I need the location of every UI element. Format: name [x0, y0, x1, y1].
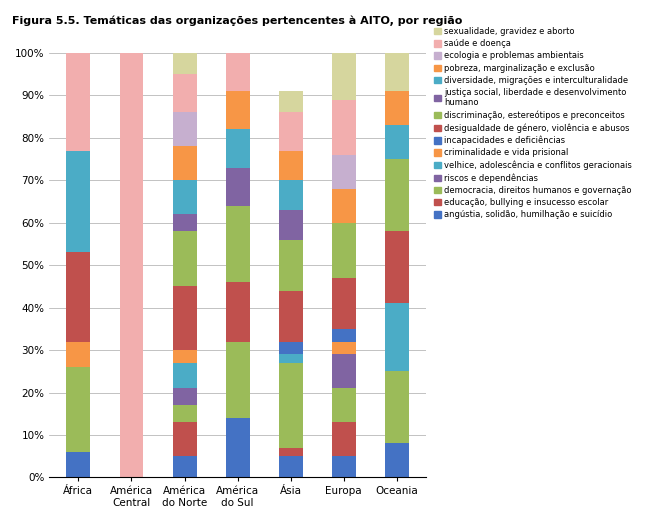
Bar: [332, 388, 356, 422]
Bar: [332, 354, 356, 388]
Bar: [332, 53, 356, 100]
Bar: [279, 240, 303, 291]
Bar: [226, 129, 249, 167]
Bar: [385, 159, 409, 231]
Bar: [172, 74, 196, 112]
Bar: [332, 456, 356, 477]
Bar: [332, 422, 356, 456]
Bar: [226, 418, 249, 477]
Bar: [332, 189, 356, 223]
Bar: [172, 405, 196, 422]
Title: Figura 5.5. Temáticas das organizações pertencentes à AITO, por região: Figura 5.5. Temáticas das organizações p…: [12, 15, 463, 26]
Bar: [67, 342, 90, 367]
Bar: [67, 367, 90, 452]
Bar: [279, 112, 303, 151]
Bar: [332, 278, 356, 329]
Bar: [385, 303, 409, 371]
Bar: [172, 112, 196, 146]
Bar: [172, 146, 196, 180]
Bar: [332, 155, 356, 189]
Bar: [119, 53, 143, 477]
Legend: sexualidade, gravidez e aborto, saúde e doença, ecologia e problemas ambientais,: sexualidade, gravidez e aborto, saúde e …: [434, 27, 632, 219]
Bar: [279, 342, 303, 354]
Bar: [67, 452, 90, 477]
Bar: [226, 342, 249, 418]
Bar: [332, 100, 356, 155]
Bar: [279, 456, 303, 477]
Bar: [172, 422, 196, 456]
Bar: [332, 223, 356, 278]
Bar: [279, 448, 303, 456]
Bar: [385, 53, 409, 91]
Bar: [279, 91, 303, 112]
Bar: [172, 388, 196, 405]
Bar: [67, 151, 90, 253]
Bar: [172, 214, 196, 231]
Bar: [172, 456, 196, 477]
Bar: [279, 291, 303, 342]
Bar: [279, 210, 303, 240]
Bar: [279, 180, 303, 210]
Bar: [385, 91, 409, 125]
Bar: [172, 180, 196, 214]
Bar: [226, 167, 249, 206]
Bar: [279, 363, 303, 448]
Bar: [385, 231, 409, 303]
Bar: [172, 363, 196, 388]
Bar: [332, 342, 356, 354]
Bar: [226, 91, 249, 129]
Bar: [172, 53, 196, 74]
Bar: [385, 444, 409, 477]
Bar: [226, 206, 249, 282]
Bar: [172, 231, 196, 287]
Bar: [332, 329, 356, 342]
Bar: [279, 354, 303, 363]
Bar: [67, 253, 90, 342]
Bar: [172, 350, 196, 363]
Bar: [385, 371, 409, 444]
Bar: [67, 53, 90, 151]
Bar: [226, 282, 249, 342]
Bar: [226, 53, 249, 91]
Bar: [385, 125, 409, 159]
Bar: [279, 151, 303, 180]
Bar: [172, 287, 196, 350]
